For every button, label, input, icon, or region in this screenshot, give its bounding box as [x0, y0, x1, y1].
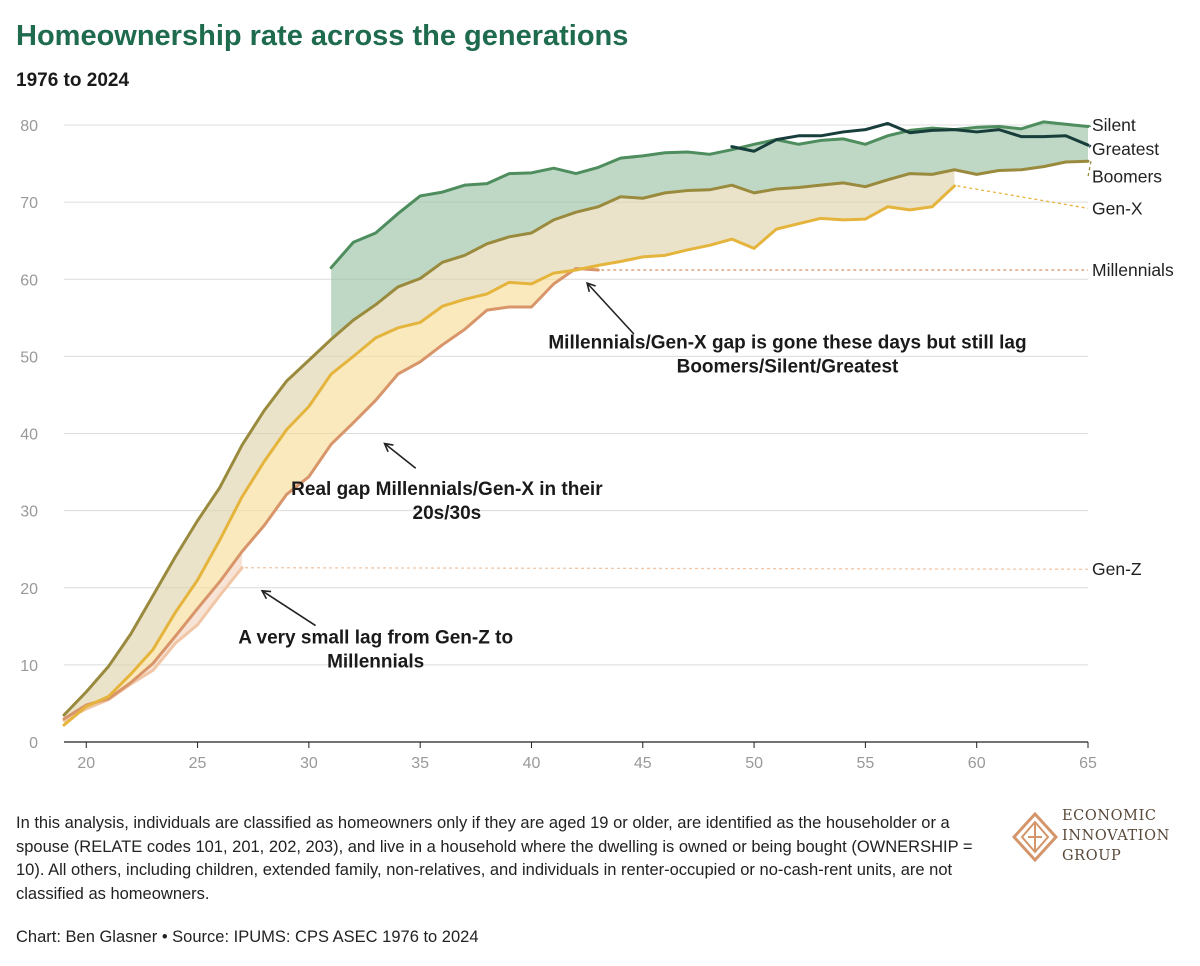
series-line-silent [329, 120, 1090, 270]
y-tick-label: 70 [20, 195, 38, 212]
annotation-line: Millennials [327, 651, 424, 672]
end-label-greatest: Greatest [1092, 139, 1159, 159]
end-label-gen-z: Gen-Z [1092, 559, 1142, 579]
annotation-line: 20s/30s [413, 503, 482, 524]
label-leader-boomers [1087, 161, 1092, 177]
x-tick-label: 20 [77, 755, 95, 772]
annotation-arrow-1 [586, 282, 635, 335]
annotation-arrow-2 [384, 442, 417, 469]
label-leader-silent [1087, 124, 1092, 128]
chart-subtitle: 1976 to 2024 [16, 70, 130, 91]
annotation-arrowhead-1 [586, 281, 596, 293]
x-tick-label: 25 [189, 755, 207, 772]
y-tick-label: 20 [20, 581, 38, 598]
series-line-gen-z [62, 566, 244, 722]
series-line-greatest [730, 121, 1090, 153]
end-label-gen-x: Gen-X [1092, 198, 1143, 218]
y-tick-label: 50 [20, 349, 38, 366]
annotation-text-2: Real gap Millennials/Gen-X in their 20s/3… [291, 479, 603, 524]
end-label-silent: Silent [1092, 115, 1136, 135]
eig-logo-text: ECONOMIC INNOVATION GROUP [1062, 808, 1170, 864]
y-tick-label: 60 [20, 272, 38, 289]
x-tick-label: 55 [856, 755, 874, 772]
x-tick-label: 35 [411, 755, 429, 772]
annotation-text-3: A very small lag from Gen-Z to Millennial… [238, 627, 513, 672]
annotation-line: Real gap Millennials/Gen-X in their [291, 479, 603, 500]
series-line-millennials [62, 266, 600, 721]
y-tick-label: 0 [29, 735, 38, 752]
x-tick-label: 40 [523, 755, 541, 772]
end-label-boomers: Boomers [1092, 167, 1162, 187]
annotation-line: A very small lag from Gen-Z to [238, 627, 513, 648]
annotation-line: Boomers/Silent/Greatest [677, 357, 899, 378]
chart-title: Homeownership rate across the generation… [16, 20, 629, 52]
end-label-millennials: Millennials [1092, 260, 1174, 280]
annotation-arrow-3 [261, 590, 316, 627]
methodology-note: In this analysis, individuals are classi… [16, 814, 973, 903]
x-tick-label: 45 [634, 755, 652, 772]
x-tick-label: 50 [745, 755, 763, 772]
annotation-arrowhead-3 [260, 589, 272, 600]
x-tick-label: 30 [300, 755, 318, 772]
eig-logo: ECONOMIC INNOVATION GROUP [1012, 806, 1192, 870]
label-leader-greatest [1087, 144, 1092, 150]
y-tick-label: 30 [20, 504, 38, 521]
label-leader-gen-z [245, 567, 1089, 570]
eig-diamond-icon [1012, 812, 1058, 862]
source-credit: Chart: Ben Glasner • Source: IPUMS: CPS … [16, 928, 479, 946]
annotation-line: Millennials/Gen-X gap is gone these days… [548, 333, 1026, 354]
x-tick-label: 65 [1079, 755, 1097, 772]
y-tick-label: 40 [20, 427, 38, 444]
y-tick-label: 10 [20, 658, 38, 675]
series-line-gen-x [62, 184, 956, 727]
annotation-text-1: Millennials/Gen-X gap is gone these days… [548, 333, 1026, 378]
series-line-boomers [62, 159, 1090, 717]
label-leader-gen-x [957, 185, 1089, 209]
x-tick-label: 60 [968, 755, 986, 772]
annotation-arrowhead-2 [383, 442, 394, 453]
y-tick-label: 80 [20, 118, 38, 135]
homeownership-chart: 0 10 20 30 40 50 60 70 80 20 25 30 35 40 45 50 55 60 65 Sil… [20, 115, 1174, 772]
